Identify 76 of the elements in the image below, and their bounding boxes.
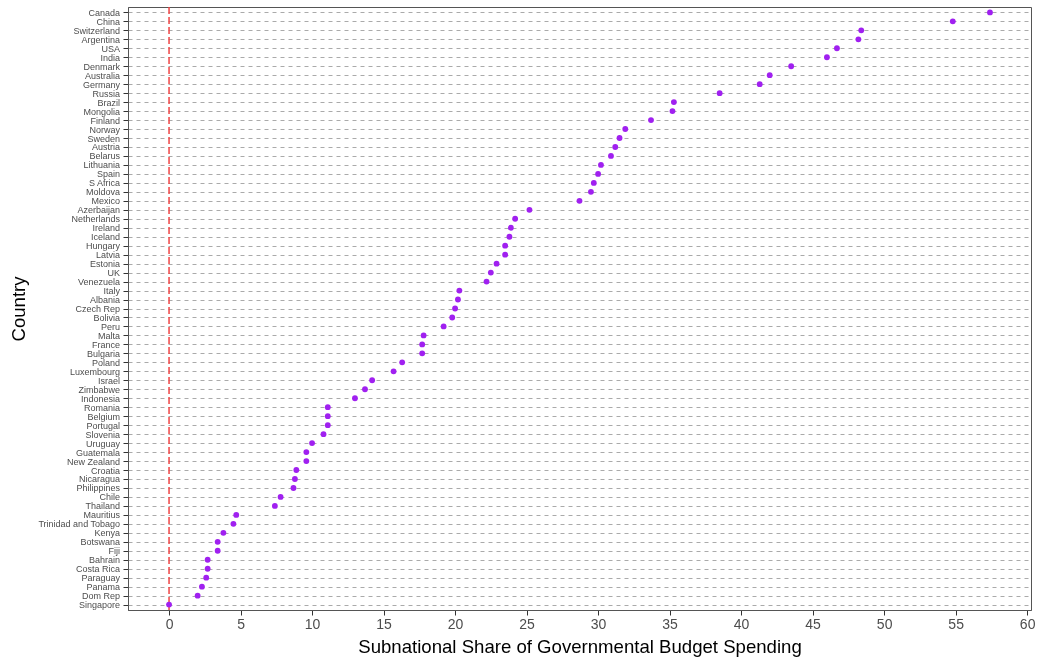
y-tick-label: Nicaragua (78, 474, 120, 485)
y-tick-label: Portugal (86, 420, 120, 431)
y-tick-label: Mongolia (83, 106, 120, 117)
y-tick-label: Mexico (91, 196, 120, 207)
y-tick-label: Costa Rica (75, 564, 120, 575)
y-tick-label: China (96, 16, 120, 27)
y-tick-label: Sweden (87, 133, 120, 144)
y-tick-label: Denmark (83, 61, 121, 72)
y-tick-label: Azerbaijan (77, 205, 120, 216)
y-tick-label: Israel (97, 375, 120, 386)
y-tick-label: Iceland (90, 232, 120, 243)
x-tick-label: 55 (948, 615, 965, 632)
y-tick-label: Indonesia (80, 393, 120, 404)
y-tick-label: USA (101, 43, 120, 54)
x-tick-label: 60 (1019, 615, 1036, 632)
y-tick-label: Poland (91, 357, 120, 368)
y-tick-label: Argentina (81, 34, 120, 45)
y-tick-label: Singapore (78, 600, 120, 611)
y-tick-label: Botswana (80, 537, 120, 548)
y-tick-label: Thailand (85, 501, 120, 512)
y-tick-label: Ireland (92, 223, 120, 234)
y-tick-label: Albania (89, 295, 120, 306)
y-tick-label: Moldova (85, 187, 120, 198)
y-tick-label: Slovenia (85, 429, 120, 440)
y-tick-label: Czech Rep (75, 304, 120, 314)
x-tick-label: 45 (805, 615, 822, 632)
y-tick-label: UK (107, 268, 120, 279)
y-tick-label: Italy (103, 286, 121, 297)
y-tick-label: Bulgaria (86, 348, 120, 359)
y-tick-label: Belarus (89, 151, 121, 162)
y-tick-label: Estonia (89, 259, 120, 270)
x-tick-label: 0 (165, 615, 174, 632)
x-tick-label: 20 (447, 615, 464, 632)
y-tick-label: Kenya (94, 528, 120, 539)
y-tick-label: Australia (84, 70, 120, 81)
y-tick-label: Uruguay (85, 438, 121, 449)
y-tick-label: Belgium (87, 411, 120, 422)
y-tick-label: Hungary (85, 241, 121, 252)
y-tick-label: New Zealand (66, 456, 120, 467)
y-tick-label: Luxembourg (69, 366, 120, 377)
y-tick-label: Venezuela (77, 277, 120, 288)
y-tick-label: France (91, 339, 120, 350)
y-tick-label: Russia (92, 88, 120, 99)
y-tick-label: Lithuania (83, 160, 120, 171)
y-tick-label: Trinidad and Tobago (38, 519, 120, 530)
y-tick-label: Mauritius (83, 510, 121, 521)
y-tick-label: Spain (96, 169, 120, 180)
y-tick-label: Switzerland (73, 25, 120, 36)
y-tick-label: India (100, 52, 120, 63)
y-tick-label: Paraguay (81, 573, 121, 584)
y-tick-label: Brazil (97, 97, 120, 108)
x-tick-label: 35 (662, 615, 679, 632)
y-axis-title: Country (7, 275, 29, 342)
x-tick-label: 25 (519, 615, 536, 632)
x-tick-label: 10 (304, 615, 321, 632)
y-tick-label: Norway (89, 124, 121, 135)
x-tick-label: 15 (376, 615, 393, 632)
y-tick-label: Finland (90, 115, 120, 126)
x-tick-label: 40 (733, 615, 750, 632)
x-axis-title: Subnational Share of Governmental Budget Spending (358, 635, 802, 657)
y-tick-label: Austria (91, 142, 120, 153)
y-tick-label: Croatia (90, 465, 120, 476)
y-tick-label: Bolivia (93, 312, 120, 323)
y-tick-label: Germany (82, 79, 121, 90)
x-tick-label: 50 (876, 615, 893, 632)
y-tick-label: Guatemala (75, 447, 120, 458)
y-tick-label: Zimbabwe (78, 384, 120, 395)
y-tick-label: Dom Rep (81, 591, 120, 602)
y-tick-label: Malta (97, 330, 120, 341)
x-tick-label: 30 (590, 615, 607, 632)
x-tick-label: 5 (237, 615, 246, 632)
y-tick-label: Peru (100, 321, 120, 332)
y-tick-label: Canada (88, 7, 120, 18)
y-tick-label: Romania (83, 402, 120, 413)
y-tick-label: Fiji (108, 546, 120, 557)
y-tick-label: Bahrain (88, 555, 120, 566)
